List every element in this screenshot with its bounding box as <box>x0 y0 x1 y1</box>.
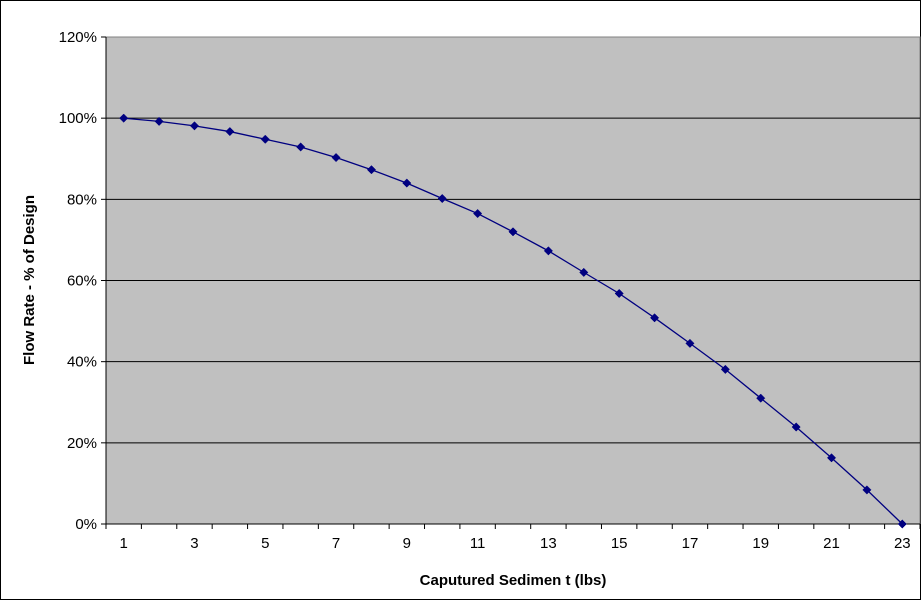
data-point-marker <box>614 288 624 299</box>
y-axis-tick-labels: 0% 20% 40% 60% 80% 100% 120% <box>59 29 97 533</box>
data-point-marker <box>826 453 837 463</box>
x-tick-label: 19 <box>752 535 769 552</box>
gridlines <box>106 117 920 444</box>
data-point-marker <box>119 113 129 123</box>
x-tick-label: 1 <box>120 535 128 552</box>
data-point-marker <box>402 178 412 188</box>
data-point-marker <box>862 485 872 495</box>
y-tick-label: 60% <box>67 273 97 290</box>
data-point-marker <box>756 393 766 403</box>
x-tick-label: 21 <box>823 535 840 552</box>
y-axis-ticks <box>101 36 106 525</box>
data-point-marker <box>189 121 200 131</box>
data-point-marker <box>579 267 589 277</box>
x-axis-tick-labels: 1 3 5 7 9 11 13 15 17 19 21 23 <box>120 535 911 552</box>
data-point-marker <box>720 364 730 374</box>
y-tick-label: 0% <box>75 516 97 533</box>
y-tick-label: 40% <box>67 354 97 371</box>
data-point-marker <box>685 338 695 348</box>
x-axis-title: Caputured Sedimen t (lbs) <box>420 572 607 589</box>
data-point-marker <box>366 165 376 175</box>
x-tick-label: 17 <box>682 535 699 552</box>
x-tick-label: 7 <box>332 535 340 552</box>
data-point-marker <box>154 116 164 126</box>
x-tick-label: 23 <box>894 535 911 552</box>
data-point-marker <box>331 152 341 163</box>
x-axis-ticks <box>105 524 921 529</box>
x-tick-label: 15 <box>611 535 628 552</box>
x-tick-label: 13 <box>540 535 557 552</box>
x-tick-label: 5 <box>261 535 269 552</box>
y-tick-label: 120% <box>59 29 97 46</box>
data-point-marker <box>296 142 306 152</box>
data-point-marker <box>508 227 518 237</box>
data-point-marker <box>437 193 447 204</box>
data-point-marker <box>791 422 801 432</box>
data-point-marker <box>897 519 907 529</box>
data-point-marker <box>473 208 483 219</box>
data-point-marker <box>650 313 660 323</box>
x-tick-label: 3 <box>190 535 198 552</box>
y-tick-label: 100% <box>59 110 97 127</box>
y-axis-title: Flow Rate - % of Design <box>21 195 38 365</box>
y-tick-label: 20% <box>67 435 97 452</box>
x-tick-label: 11 <box>470 535 486 552</box>
x-tick-label: 9 <box>403 535 411 552</box>
data-point-marker <box>225 127 235 137</box>
y-tick-label: 80% <box>67 191 97 208</box>
data-point-marker <box>543 246 553 256</box>
data-point-marker <box>260 134 270 144</box>
series-layer <box>119 113 907 529</box>
